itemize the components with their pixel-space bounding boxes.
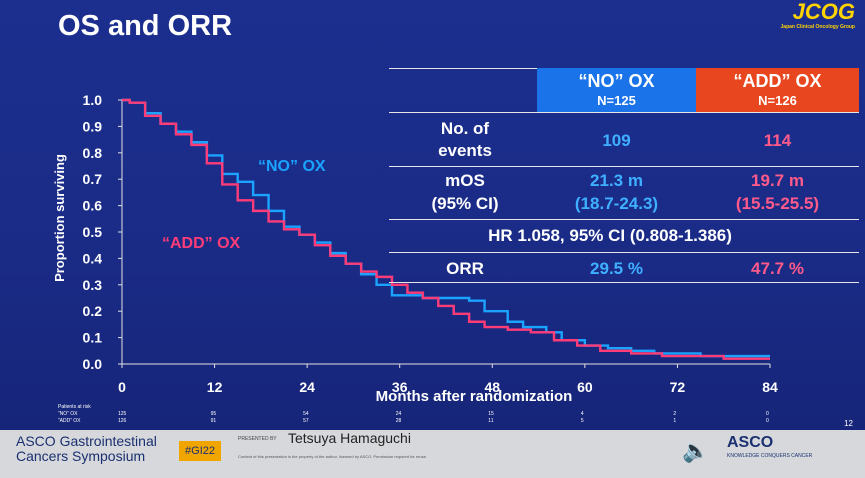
- x-tick-label: 0: [118, 379, 126, 395]
- events-add-ox: 114: [763, 131, 792, 150]
- asco-logo: ASCO: [727, 434, 774, 451]
- orr-add-ox: 47.7 %: [751, 259, 804, 278]
- x-tick-label: 36: [392, 379, 408, 395]
- risk-row-label-no: “NO” OX: [58, 411, 78, 417]
- series-label-add-ox: “ADD” OX: [162, 235, 241, 252]
- presented-by-label: PRESENTED BY: [238, 436, 277, 442]
- y-tick-label: 0.2: [83, 303, 103, 319]
- mos-add-ox-ci: (15.5-25.5): [735, 194, 820, 213]
- jcog-logo: JCOG Japan Clinical Oncology Group: [781, 0, 855, 30]
- header-add-ox-name: “ADD” OX: [733, 71, 822, 91]
- hazard-ratio: HR 1.058, 95% CI (0.808-1.386): [488, 226, 732, 245]
- risk-value: 11: [488, 418, 494, 424]
- risk-value: 0: [766, 418, 769, 424]
- km-curve-no-ox: [122, 98, 770, 358]
- risk-value: 126: [118, 418, 127, 424]
- x-tick-label: 24: [299, 379, 315, 395]
- risk-value: 0: [766, 411, 769, 417]
- header-add-ox-n: N=126: [758, 93, 797, 108]
- events-no-ox: 109: [602, 131, 631, 150]
- table-rule: [389, 252, 859, 253]
- risk-value: 125: [118, 411, 127, 417]
- risk-value: 1: [673, 418, 677, 424]
- presenter-name: Tetsuya Hamaguchi: [288, 430, 411, 446]
- series-label-no-ox: “NO” OX: [258, 158, 326, 175]
- risk-row-label-add: “ADD” OX: [58, 418, 81, 424]
- chart-curves: [122, 98, 770, 360]
- mos-label-line1: mOS: [445, 171, 485, 190]
- slide: OS and ORR JCOG Japan Clinical Oncology …: [0, 0, 865, 430]
- risk-value: 54: [303, 411, 309, 417]
- chart-axes: 0.0 0.1 0.2 0.3 0.4 0.5 0.6 0.7 0.8 0.9 1.0 0 12 24 36…: [83, 92, 778, 395]
- table-rule: [389, 219, 859, 220]
- mos-label: mOS (95% CI): [405, 169, 525, 215]
- table-rule: [389, 282, 859, 283]
- y-tick-label: 0.7: [83, 171, 103, 187]
- symposium-line2: Cancers Symposium: [16, 448, 146, 464]
- header-no-ox: “NO” OX N=125: [537, 68, 696, 112]
- x-tick-label: 48: [484, 379, 500, 395]
- mos-no-ox-ci: (18.7-24.3): [574, 194, 659, 213]
- mos-label-line2: (95% CI): [431, 194, 499, 213]
- header-no-ox-name: “NO” OX: [578, 71, 655, 91]
- risk-value: 91: [210, 418, 217, 424]
- x-tick-label: 84: [762, 379, 778, 395]
- y-tick-label: 0.6: [83, 198, 103, 214]
- slide-title: OS and ORR: [58, 10, 233, 42]
- risk-value: 57: [303, 418, 309, 424]
- risk-value: 4: [580, 411, 584, 417]
- jcog-logo-subtitle: Japan Clinical Oncology Group: [780, 24, 855, 30]
- table-rule: [389, 112, 859, 113]
- risk-value: 2: [673, 411, 677, 417]
- mos-add-ox-value: 19.7 m: [751, 171, 804, 190]
- asco-tagline: KNOWLEDGE CONQUERS CANCER: [727, 453, 813, 459]
- y-tick-label: 0.3: [83, 277, 103, 293]
- mos-no-ox: 21.3 m (18.7-24.3): [537, 169, 696, 215]
- speaker-icon: 🔈: [682, 438, 710, 463]
- y-tick-label: 0.1: [83, 330, 103, 346]
- x-tick-label: 72: [670, 379, 686, 395]
- km-chart: 0.0 0.1 0.2 0.3 0.4 0.5 0.6 0.7 0.8 0.9 1.0 0 12 24 36…: [52, 92, 778, 405]
- orr-no-ox: 29.5 %: [590, 259, 643, 278]
- x-tick-label: 60: [577, 379, 593, 395]
- orr-label: ORR: [446, 259, 484, 278]
- jcog-logo-text: JCOG: [792, 0, 855, 24]
- mos-no-ox-value: 21.3 m: [590, 171, 643, 190]
- risk-value: 95: [210, 411, 217, 417]
- footer: 12 ASCO Gastrointestinal Cancers Symposi…: [0, 419, 865, 478]
- y-tick-label: 0.9: [83, 118, 103, 134]
- x-axis-label: Months after randomization: [376, 388, 573, 405]
- copyright-note: Content of this presentation is the prop…: [238, 454, 427, 459]
- symposium-name: ASCO Gastrointestinal Cancers Symposium: [16, 434, 157, 464]
- events-label-line1: No. of: [440, 119, 490, 138]
- events-label: No. of events: [400, 118, 530, 162]
- symposium-line1: ASCO Gastrointestinal: [16, 433, 157, 449]
- y-tick-label: 0.4: [83, 250, 103, 266]
- events-label-line2: events: [438, 141, 492, 160]
- y-tick-label: 1.0: [83, 92, 103, 108]
- y-axis-label: Proportion surviving: [52, 154, 67, 282]
- km-curve-add-ox: [122, 98, 770, 360]
- mos-add-ox: 19.7 m (15.5-25.5): [696, 169, 859, 215]
- risk-value: 28: [395, 418, 402, 424]
- hashtag-badge: #GI22: [179, 441, 221, 461]
- y-tick-label: 0.5: [83, 224, 103, 240]
- header-no-ox-n: N=125: [597, 93, 636, 108]
- risk-title: Patients at risk: [58, 404, 91, 410]
- table-rule: [389, 166, 859, 167]
- x-tick-label: 12: [207, 379, 223, 395]
- risk-value: 5: [580, 418, 584, 424]
- y-tick-label: 0.8: [83, 145, 103, 161]
- header-add-ox: “ADD” OX N=126: [696, 68, 859, 112]
- page-number: 12: [844, 419, 853, 428]
- y-tick-label: 0.0: [83, 356, 103, 372]
- risk-value: 24: [395, 411, 402, 417]
- risk-value: 15: [488, 411, 494, 417]
